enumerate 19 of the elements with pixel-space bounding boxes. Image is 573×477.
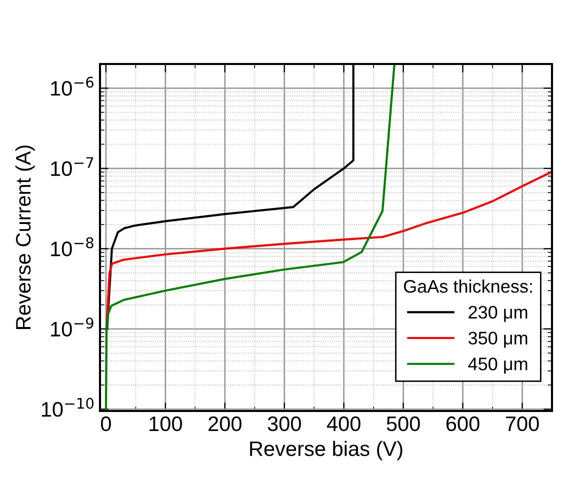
legend-label: 230 μm — [468, 306, 528, 322]
y-tick-label: 10$^{−7}$ — [51, 157, 94, 176]
legend-label: 350 μm — [468, 332, 528, 348]
x-axis-title: Reverse bias (V) — [250, 440, 402, 460]
x-tick-label: 300 — [268, 416, 301, 432]
x-tick-label: 700 — [506, 416, 539, 432]
y-tick-label: 10$^{−8}$ — [51, 237, 94, 256]
x-tick-label: 100 — [150, 416, 182, 432]
y-tick-label: 10$^{−6}$ — [51, 76, 94, 96]
x-tick-label: 200 — [208, 416, 242, 432]
x-tick-label: 600 — [446, 416, 480, 432]
y-tick-label: 10$^{−10}$ — [42, 398, 94, 417]
x-tick-label: 500 — [386, 416, 420, 432]
x-tick-label: 400 — [326, 416, 360, 432]
y-tick-label: 10$^{−9}$ — [51, 318, 94, 337]
x-tick-label: 0 — [100, 416, 111, 432]
y-axis-title: Reverse Current (A) — [15, 146, 35, 329]
legend-label: 450 μm — [468, 358, 528, 374]
legend-title: GaAs thickness: — [404, 280, 532, 293]
